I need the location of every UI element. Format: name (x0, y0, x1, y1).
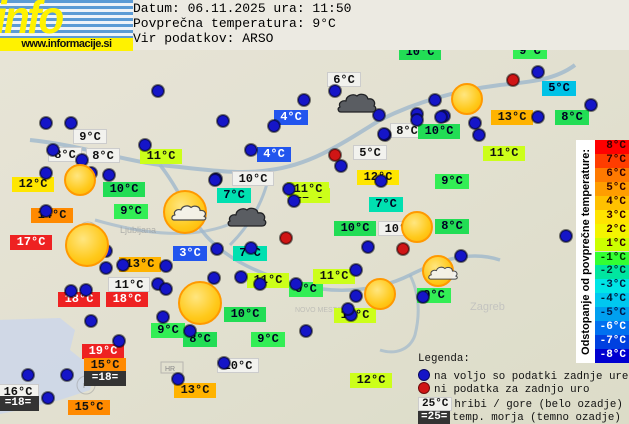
svg-text:HR: HR (165, 366, 175, 373)
svg-text:Zagreb: Zagreb (470, 301, 505, 313)
svg-text:Ljubljana: Ljubljana (120, 225, 156, 235)
